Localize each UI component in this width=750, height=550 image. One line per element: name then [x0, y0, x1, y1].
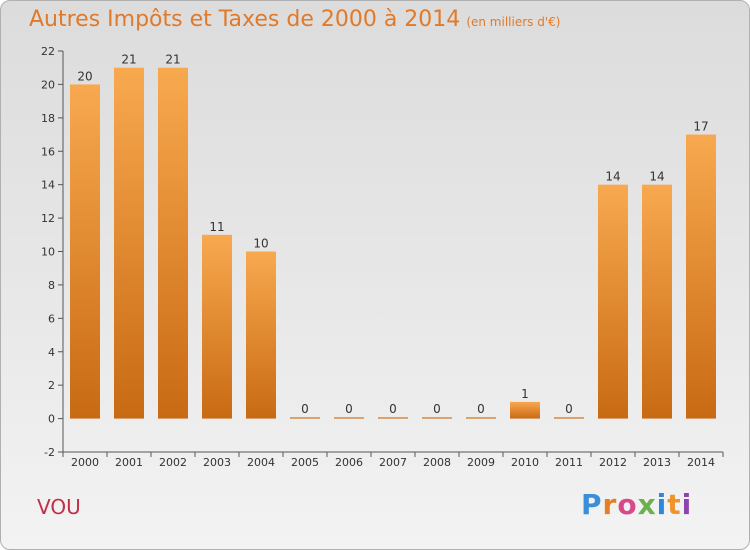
- x-tick-label: 2006: [335, 456, 363, 469]
- data-label: 17: [693, 120, 708, 134]
- bar: [422, 417, 452, 419]
- y-tick-label: 2: [48, 379, 55, 392]
- commune-name: VOU: [37, 495, 81, 519]
- proxiti-logo: Proxiti: [581, 488, 692, 521]
- logo-letter: i: [681, 488, 693, 521]
- data-label: 11: [209, 220, 224, 234]
- x-tick-label: 2007: [379, 456, 407, 469]
- x-tick-label: 2014: [687, 456, 715, 469]
- y-tick-label: 4: [48, 346, 55, 359]
- bar: [114, 67, 144, 419]
- y-tick-label: 20: [41, 78, 55, 91]
- bar: [334, 417, 364, 419]
- data-label: 0: [477, 402, 485, 416]
- x-tick-label: 2010: [511, 456, 539, 469]
- bar: [686, 134, 716, 419]
- x-tick-label: 2000: [71, 456, 99, 469]
- bar: [70, 84, 100, 419]
- data-label: 21: [165, 53, 180, 67]
- bar: [202, 234, 232, 419]
- bars: [70, 67, 716, 419]
- bar: [246, 251, 276, 419]
- x-tick-label: 2005: [291, 456, 319, 469]
- data-label: 10: [253, 237, 268, 251]
- x-tick-label: 2011: [555, 456, 583, 469]
- data-label: 14: [605, 170, 620, 184]
- y-tick-label: 6: [48, 312, 55, 325]
- x-tick-label: 2009: [467, 456, 495, 469]
- bar: [290, 417, 320, 419]
- y-tick-label: 0: [48, 413, 55, 426]
- data-label: 14: [649, 170, 664, 184]
- data-label: 0: [345, 402, 353, 416]
- data-label: 0: [433, 402, 441, 416]
- x-tick-label: 2012: [599, 456, 627, 469]
- bar: [642, 184, 672, 419]
- logo-letter: P: [581, 488, 603, 521]
- logo-letter: o: [617, 488, 638, 521]
- data-label: 1: [521, 387, 529, 401]
- data-label: 0: [301, 402, 309, 416]
- y-tick-label: -2: [44, 446, 55, 459]
- bar: [466, 417, 496, 419]
- data-label: 21: [121, 53, 136, 67]
- x-tick-label: 2002: [159, 456, 187, 469]
- bar: [378, 417, 408, 419]
- x-tick-label: 2004: [247, 456, 275, 469]
- logo-letter: t: [667, 488, 682, 521]
- data-label: 0: [565, 402, 573, 416]
- chart-title-text: Autres Impôts et Taxes de 2000 à 2014: [29, 7, 461, 32]
- y-tick-label: 12: [41, 212, 55, 225]
- logo-letter: x: [637, 488, 657, 521]
- x-tick-label: 2008: [423, 456, 451, 469]
- y-tick-label: 14: [41, 179, 55, 192]
- data-label: 20: [77, 69, 92, 83]
- y-tick-label: 10: [41, 246, 55, 259]
- y-tick-label: 22: [41, 45, 55, 58]
- bar: [598, 184, 628, 419]
- chart-title: Autres Impôts et Taxes de 2000 à 2014 (en…: [29, 7, 560, 32]
- x-tick-label: 2001: [115, 456, 143, 469]
- chart-subtitle: (en milliers d'€): [466, 15, 561, 29]
- x-tick-label: 2013: [643, 456, 671, 469]
- y-tick-label: 16: [41, 145, 55, 158]
- data-label: 0: [389, 402, 397, 416]
- y-tick-label: 8: [48, 279, 55, 292]
- bar: [510, 401, 540, 419]
- bar: [158, 67, 188, 419]
- y-tick-label: 18: [41, 112, 55, 125]
- bar: [554, 417, 584, 419]
- logo-letter: i: [656, 488, 668, 521]
- x-tick-label: 2003: [203, 456, 231, 469]
- logo-letter: r: [602, 488, 618, 521]
